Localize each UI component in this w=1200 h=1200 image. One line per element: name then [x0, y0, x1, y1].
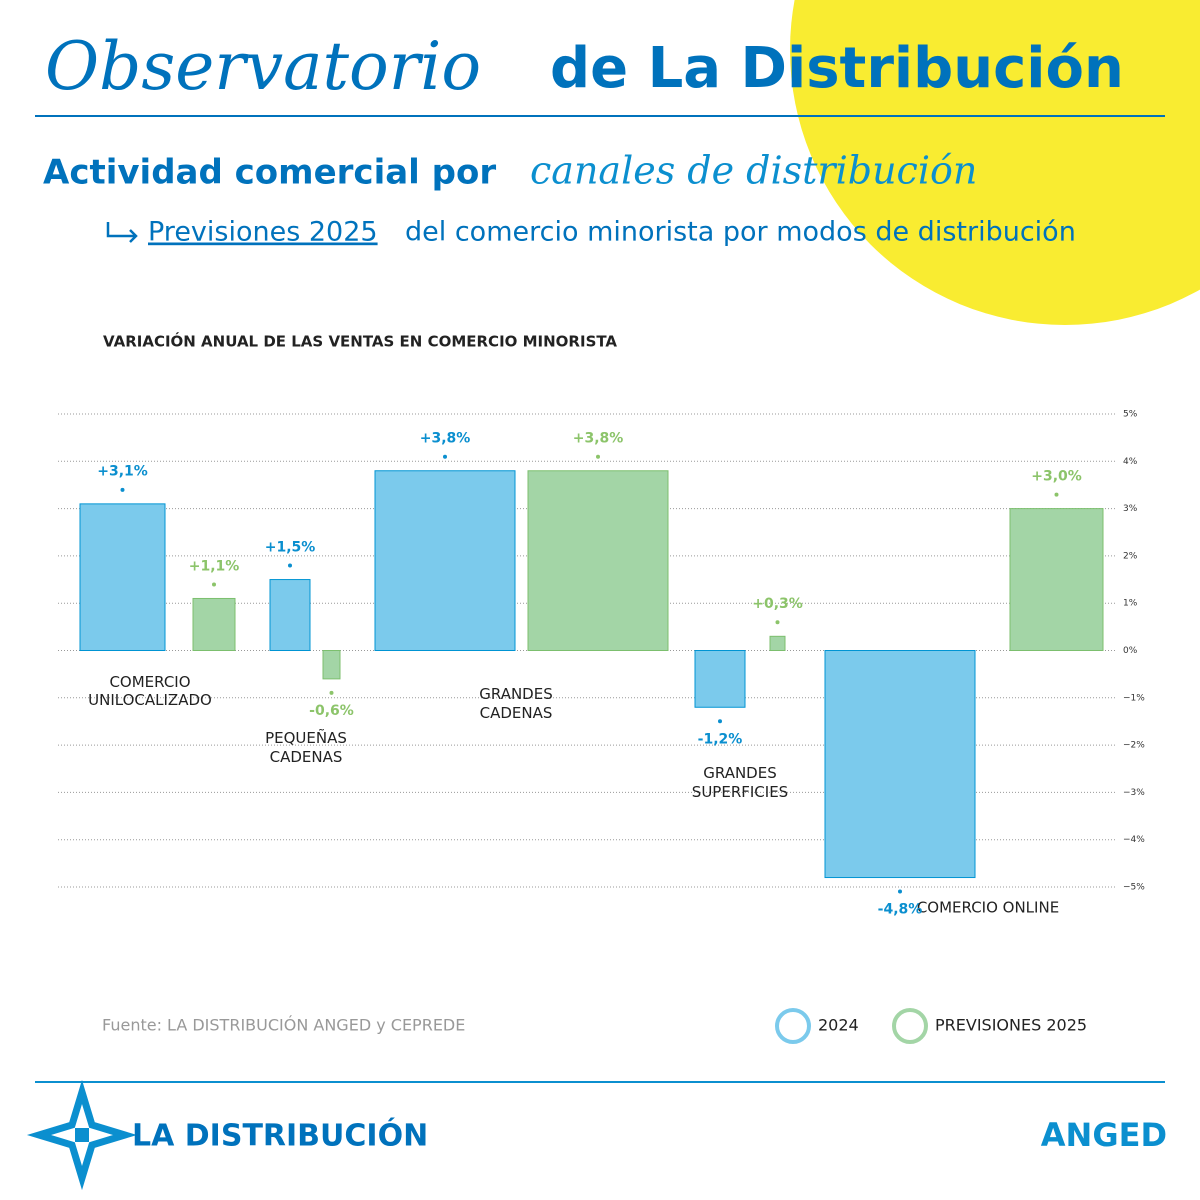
bar [769, 635, 786, 651]
value-label: +3,8% [573, 431, 624, 447]
y-tick-label: 1% [1123, 599, 1138, 609]
source: Fuente: LA DISTRIBUCIÓN ANGED y CEPREDE [102, 1016, 465, 1035]
subtitle: Actividad comercial por [43, 153, 496, 193]
subtitle-italic: canales de distribución [530, 149, 977, 193]
value-label: -4,8% [878, 902, 923, 918]
value-dot [775, 620, 780, 625]
title: de La Distribución [550, 36, 1124, 101]
y-tick-label: −3% [1123, 788, 1145, 798]
y-tick-label: −5% [1123, 883, 1145, 893]
value-label: +0,3% [752, 596, 803, 612]
y-tick-label: −1% [1123, 693, 1145, 703]
value-dot [898, 889, 902, 894]
bar [527, 470, 669, 652]
logo-center [75, 1128, 89, 1142]
bar [322, 650, 341, 680]
y-tick-label: 3% [1123, 504, 1138, 514]
legend-label: PREVISIONES 2025 [935, 1016, 1087, 1035]
value-dot [329, 690, 334, 695]
bar [694, 650, 746, 708]
y-tick-label: 2% [1123, 551, 1138, 561]
chart-title: VARIACIÓN ANUAL DE LAS VENTAS EN COMERCI… [103, 332, 617, 351]
value-label: +3,1% [97, 464, 148, 480]
value-label: +1,5% [265, 539, 316, 555]
arrow-icon [106, 222, 138, 243]
value-dot [1054, 492, 1059, 497]
bar [192, 597, 236, 651]
value-dot [212, 582, 216, 587]
value-label: +1,1% [189, 558, 240, 574]
value-label: +3,8% [420, 431, 471, 447]
bar [79, 503, 166, 651]
value-dot [596, 454, 600, 459]
value-label: -1,2% [698, 731, 743, 747]
bar [374, 470, 516, 652]
bar [1009, 508, 1104, 651]
bar [269, 579, 311, 651]
bar [824, 650, 976, 879]
value-dot [288, 563, 292, 568]
value-dot [120, 487, 125, 492]
value-dot [718, 719, 722, 724]
value-dot [443, 454, 447, 459]
value-label: -0,6% [309, 703, 354, 719]
logo-star [26, 1079, 138, 1191]
y-tick-label: 5% [1123, 410, 1138, 420]
decor-circle [790, 0, 1200, 325]
subheading: del comercio minorista por modos de dist… [405, 217, 1076, 248]
category-label: COMERCIO ONLINE [917, 899, 1059, 917]
value-label: +3,0% [1031, 468, 1082, 484]
legend-swatch [775, 1008, 811, 1044]
category-label: COMERCIO UNILOCALIZADO [88, 673, 212, 709]
chart: 5% 4% 3% 2% 1% 0% −1% −2% −3% −4% −5% COMERCIO UNILO… [58, 410, 1145, 1044]
title-italic: Observatorio [45, 28, 481, 105]
y-tick-label: −4% [1123, 835, 1145, 845]
logo-right: ANGED [1041, 1116, 1167, 1154]
logo-left: LA DISTRIBUCIÓN [132, 1117, 428, 1154]
category-label: GRANDES CADENAS [479, 685, 552, 722]
legend-swatch [892, 1008, 928, 1044]
category-label: GRANDES SUPERFICIES [692, 764, 788, 801]
legend-label: 2024 [818, 1016, 859, 1035]
subheading-link[interactable]: Previsiones 2025 [148, 217, 378, 248]
category-label: PEQUEÑAS CADENAS [265, 728, 347, 766]
y-tick-label: 0% [1123, 646, 1138, 656]
y-tick-label: −2% [1123, 741, 1145, 751]
y-tick-label: 4% [1123, 457, 1138, 467]
